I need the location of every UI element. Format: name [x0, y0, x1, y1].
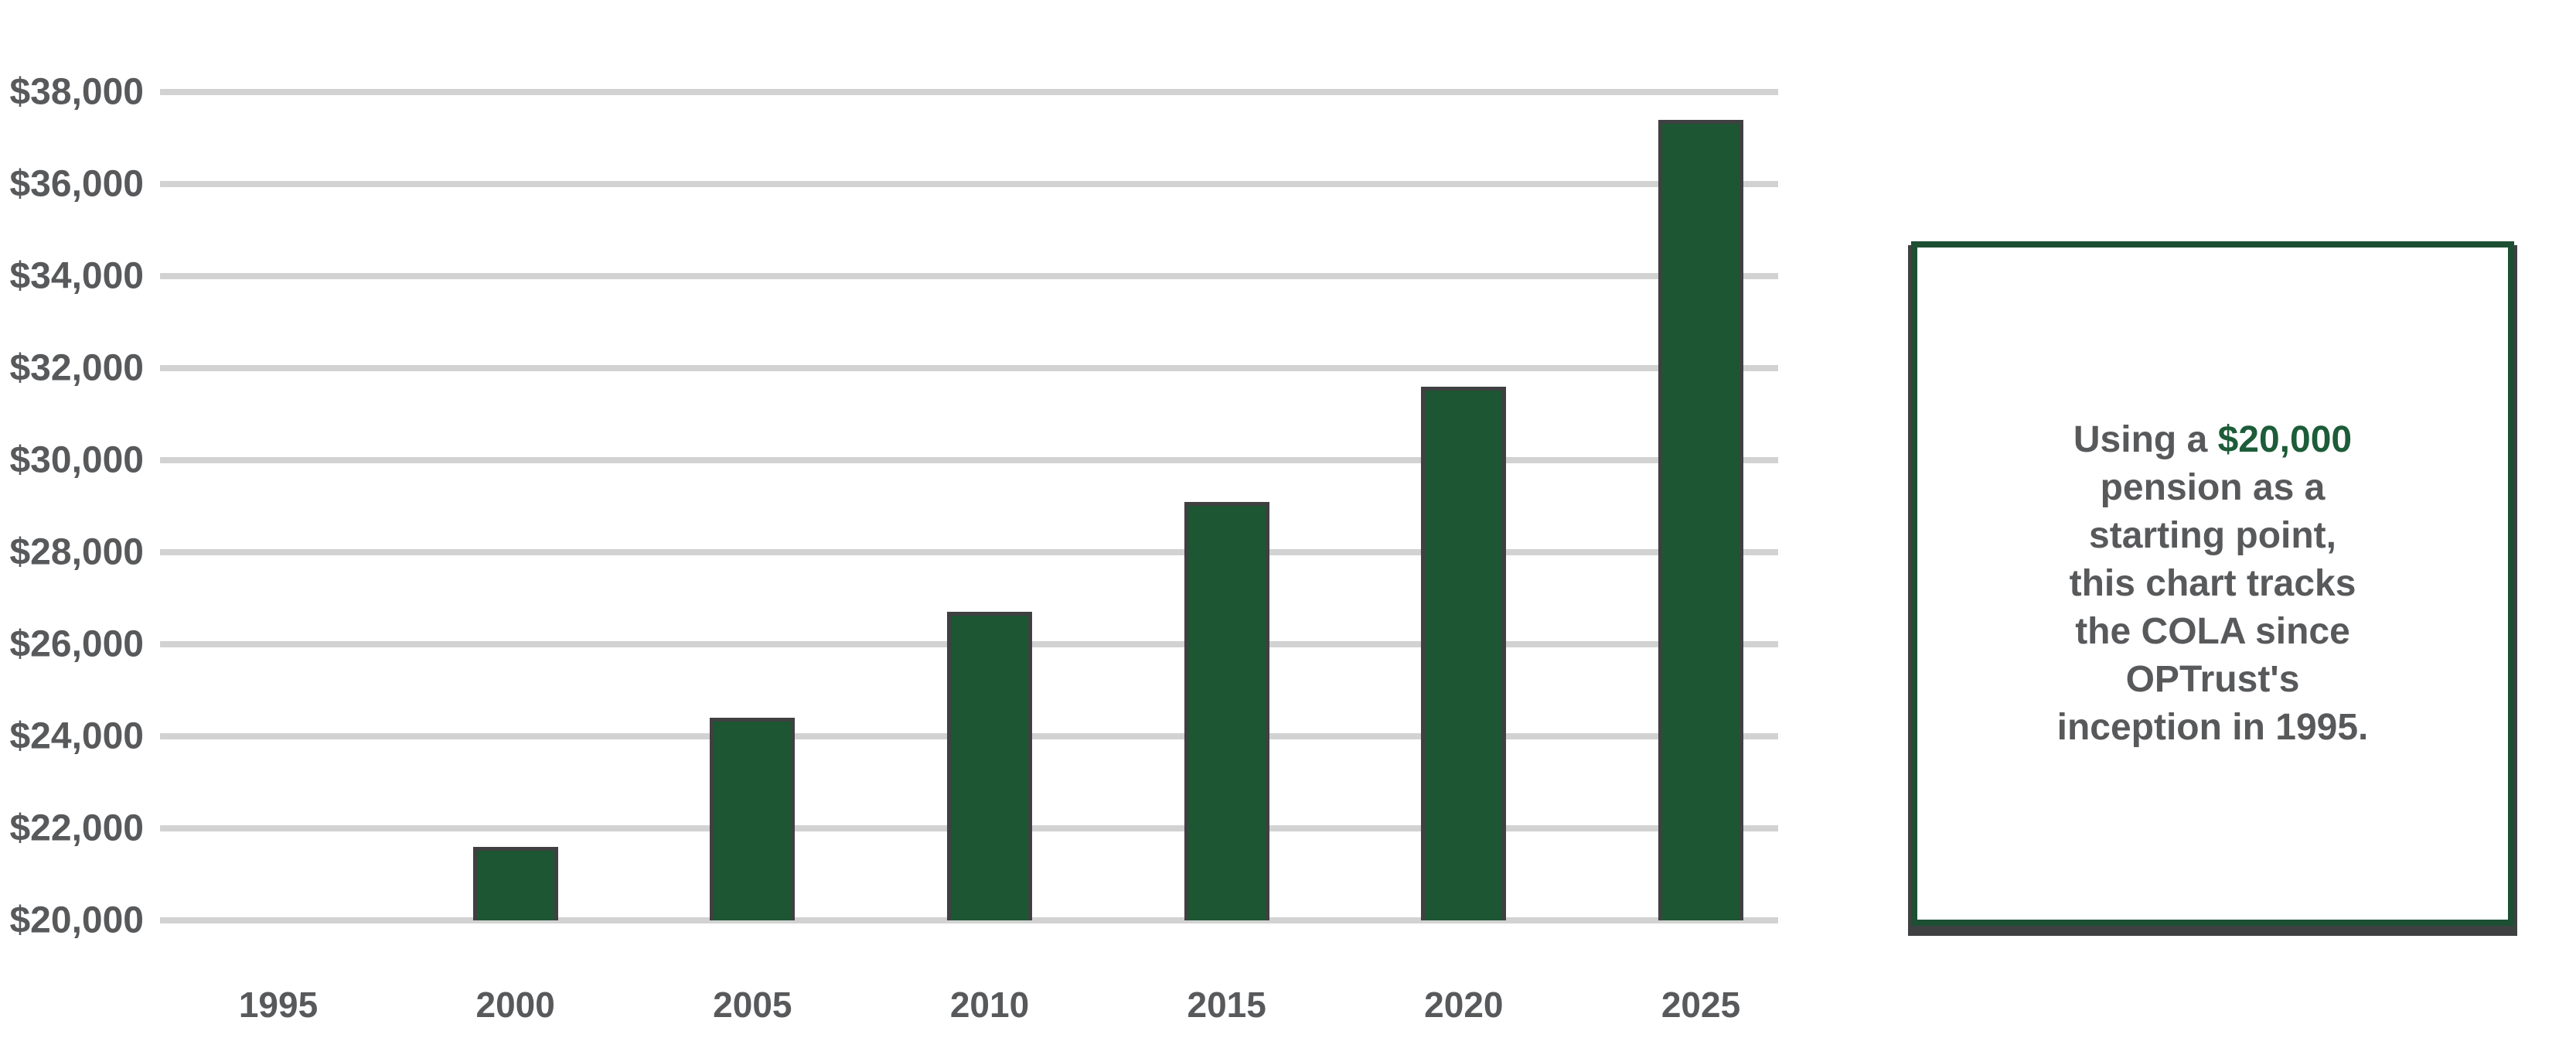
- x-axis-tick-label: 1995: [238, 985, 319, 1025]
- x-axis-tick-label: 2000: [475, 985, 555, 1025]
- y-axis-tick-label: $34,000: [9, 255, 144, 297]
- gridline: [160, 917, 1778, 923]
- gridline: [160, 181, 1778, 187]
- callout-line: OPTrust's: [2125, 658, 2300, 700]
- x-axis-tick-label: 2020: [1424, 985, 1504, 1025]
- callout-line: the COLA since: [2075, 610, 2350, 652]
- gridline: [160, 549, 1778, 555]
- y-axis-tick-label: $26,000: [9, 623, 144, 665]
- x-axis-tick-label: 2005: [713, 985, 792, 1025]
- bar-2000: [472, 846, 558, 920]
- x-axis-tick-label: 2010: [949, 985, 1030, 1025]
- bar-2025: [1658, 119, 1743, 920]
- bar-2015: [1184, 501, 1269, 920]
- callout-line1-normal: Using a: [2073, 418, 2218, 460]
- y-axis-tick-label: $38,000: [9, 71, 144, 113]
- callout-line: starting point,: [2089, 514, 2336, 556]
- callout-box: Using a $20,000 pension as a starting po…: [1911, 241, 2514, 926]
- callout-text: Using a $20,000 pension as a starting po…: [1917, 416, 2508, 752]
- callout-amount-highlight: $20,000: [2217, 418, 2353, 460]
- y-axis-tick-label: $32,000: [9, 347, 144, 389]
- y-axis-tick-label: $20,000: [9, 900, 144, 941]
- x-axis-tick-label: 2025: [1661, 985, 1741, 1025]
- callout-line: pension as a: [2100, 466, 2326, 508]
- bar-2020: [1421, 386, 1507, 920]
- gridline: [160, 273, 1778, 279]
- gridline: [160, 457, 1778, 463]
- y-axis-tick-label: $24,000: [9, 715, 144, 757]
- gridline: [160, 89, 1778, 95]
- callout-line: this chart tracks: [2069, 562, 2356, 604]
- bar-2010: [947, 612, 1032, 920]
- bar-2005: [710, 718, 796, 920]
- callout-line: Using a $20,000: [1917, 416, 2508, 464]
- gridline: [160, 365, 1778, 371]
- y-axis-tick-label: $36,000: [9, 163, 144, 205]
- y-axis-tick-label: $22,000: [9, 807, 144, 849]
- y-axis-tick-label: $30,000: [9, 439, 144, 481]
- y-axis-tick-label: $28,000: [9, 531, 144, 573]
- callout-line: inception in 1995.: [2056, 706, 2369, 748]
- x-axis-tick-label: 2015: [1187, 985, 1266, 1025]
